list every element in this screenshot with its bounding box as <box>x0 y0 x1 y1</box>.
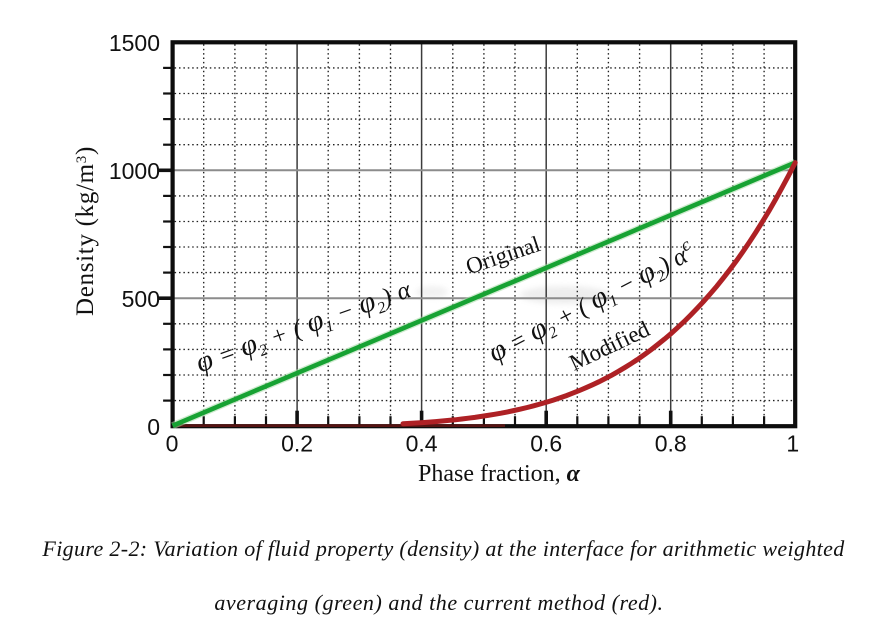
svg-text:1000: 1000 <box>109 158 160 184</box>
svg-text:averaging (green) and the curr: averaging (green) and the current method… <box>214 590 663 615</box>
svg-text:0.6: 0.6 <box>530 431 562 457</box>
svg-text:0: 0 <box>166 431 179 457</box>
svg-text:0.2: 0.2 <box>281 431 313 457</box>
svg-text:Density (kg/m3): Density (kg/m3) <box>72 146 99 316</box>
svg-text:0: 0 <box>147 414 160 440</box>
svg-text:0.4: 0.4 <box>406 431 438 457</box>
svg-text:0.8: 0.8 <box>655 431 687 457</box>
svg-text:1: 1 <box>786 431 799 457</box>
svg-text:Phase fraction, α: Phase fraction, α <box>418 461 581 487</box>
svg-text:500: 500 <box>122 286 160 312</box>
svg-text:Figure 2-2: Variation of fluid: Figure 2-2: Variation of fluid property … <box>41 536 845 561</box>
svg-text:1500: 1500 <box>109 30 160 56</box>
